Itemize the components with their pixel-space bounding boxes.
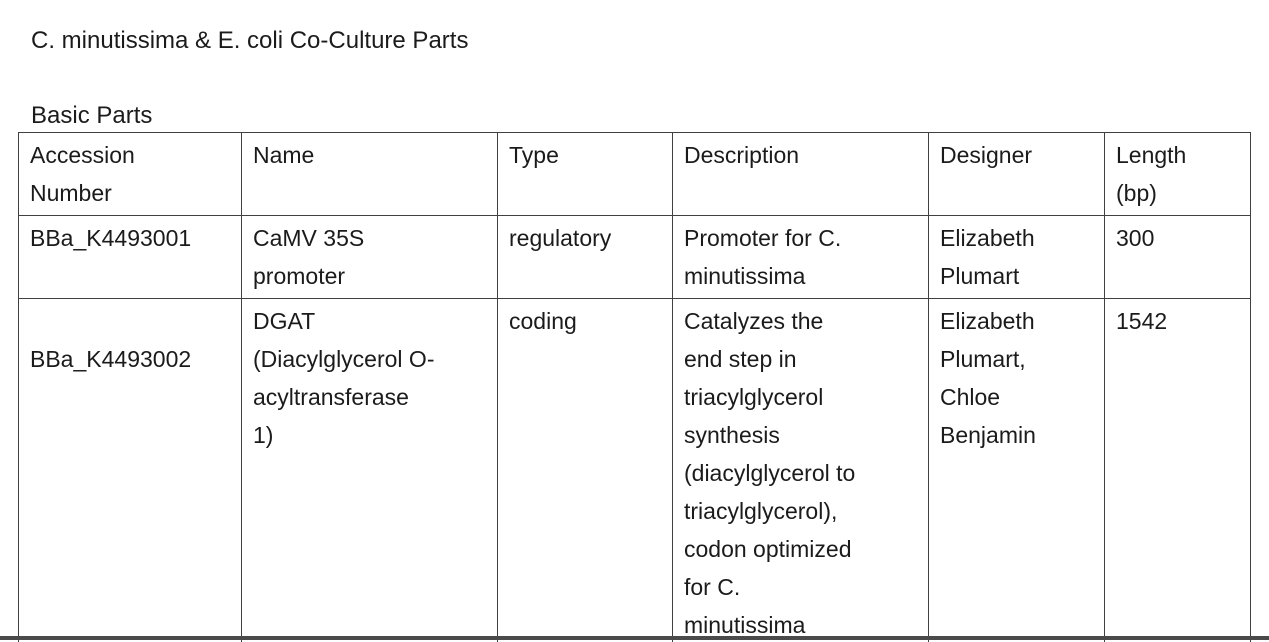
cell-accession-number: BBa_K4493001 <box>18 215 242 299</box>
cell-length-bp: 300 <box>1104 215 1251 299</box>
cell-name: CaMV 35S promoter <box>241 215 498 299</box>
table-row: BBa_K4493001 CaMV 35S promoter regulator… <box>18 215 1251 299</box>
cell-designer: Elizabeth Plumart, Chloe Benjamin <box>928 298 1105 642</box>
column-header-length-bp: Length (bp) <box>1104 132 1251 216</box>
table-header-row: Accession Number Name Type Description D… <box>18 132 1251 216</box>
cell-description: Catalyzes the end step in triacylglycero… <box>672 298 929 642</box>
section-label-basic-parts: Basic Parts <box>31 102 153 129</box>
table-row: BBa_K4493002 DGAT (Diacylglycerol O- acy… <box>18 298 1251 642</box>
cell-type: regulatory <box>497 215 673 299</box>
column-header-name: Name <box>241 132 498 216</box>
cell-type: coding <box>497 298 673 642</box>
screenshot-bottom-edge <box>0 636 1269 640</box>
column-header-accession-number: Accession Number <box>18 132 242 216</box>
cell-description: Promoter for C. minutissima <box>672 215 929 299</box>
page-title: C. minutissima & E. coli Co-Culture Part… <box>31 27 469 54</box>
cell-length-bp: 1542 <box>1104 298 1251 642</box>
column-header-description: Description <box>672 132 929 216</box>
cell-name: DGAT (Diacylglycerol O- acyltransferase … <box>241 298 498 642</box>
column-header-type: Type <box>497 132 673 216</box>
column-header-designer: Designer <box>928 132 1105 216</box>
cell-designer: Elizabeth Plumart <box>928 215 1105 299</box>
basic-parts-table: Accession Number Name Type Description D… <box>18 132 1251 642</box>
cell-accession-number: BBa_K4493002 <box>18 298 242 642</box>
